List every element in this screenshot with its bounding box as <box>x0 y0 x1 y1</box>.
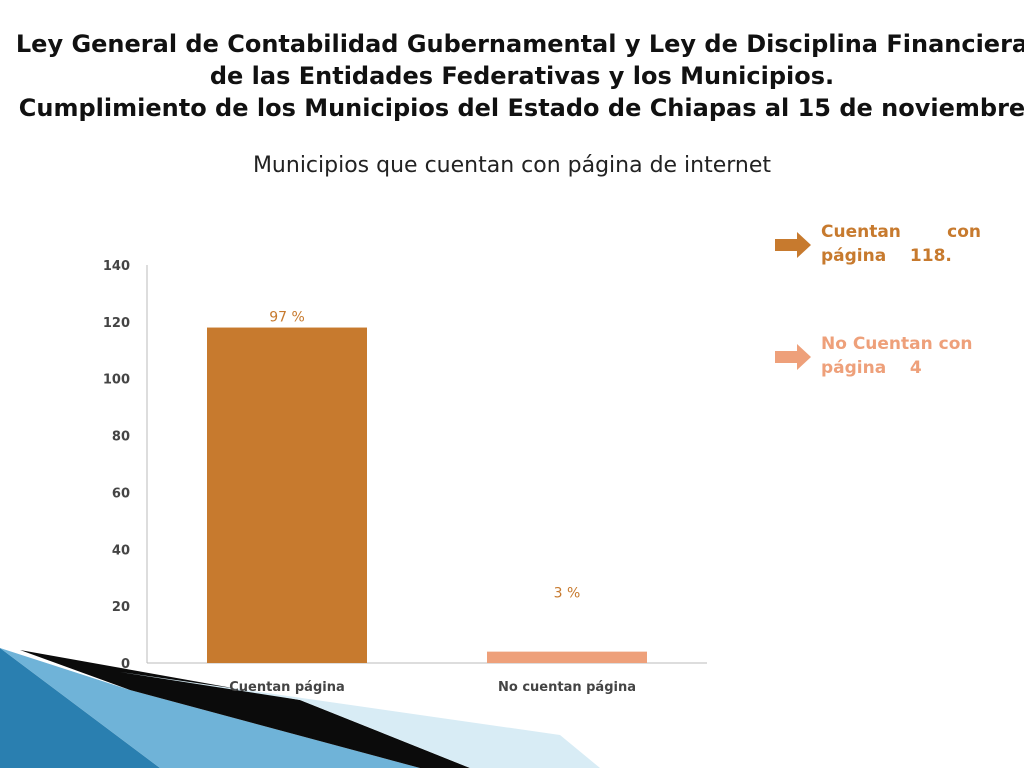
data-label: 3 % <box>554 586 581 602</box>
y-tick-label: 80 <box>112 430 130 445</box>
right-arrow-icon <box>775 232 811 258</box>
legend-item-cuentan: Cuentan con página 118. <box>775 220 981 280</box>
y-tick-label: 20 <box>112 600 130 615</box>
legend-text: página <box>821 246 887 266</box>
legend-value: 4 <box>909 358 922 378</box>
chart-subtitle: Municipios que cuentan con página de int… <box>252 153 772 178</box>
title-line-1: Ley General de Contabilidad Gubernamenta… <box>15 30 1024 58</box>
legend-value: 118. <box>909 246 952 266</box>
page-title: Ley General de Contabilidad Gubernamenta… <box>0 28 1024 124</box>
x-tick-label: No cuentan página <box>498 680 636 695</box>
y-tick-label: 0 <box>121 657 130 672</box>
y-tick-label: 140 <box>103 259 130 274</box>
bar <box>487 651 647 663</box>
legend-text: No Cuentan con <box>821 334 973 354</box>
y-tick-label: 120 <box>103 316 130 331</box>
y-tick-label: 40 <box>112 543 130 558</box>
y-tick-label: 60 <box>112 486 130 501</box>
legend-text: Cuentan <box>821 222 901 242</box>
legend-item-no-cuentan: No Cuentan con página 4 <box>775 332 980 392</box>
legend-text: página <box>821 358 887 378</box>
legend-text: con <box>947 222 981 242</box>
x-tick-label: Cuentan página <box>229 680 345 695</box>
bar <box>207 327 367 663</box>
title-line-2: de las Entidades Federativas y los Munic… <box>209 62 835 90</box>
y-tick-label: 100 <box>103 373 130 388</box>
title-line-3: Cumplimiento de los Municipios del Estad… <box>18 94 1024 122</box>
legend-label-cuentan: Cuentan con página 118. <box>821 220 981 268</box>
data-label: 97 % <box>269 310 305 326</box>
right-arrow-icon <box>775 344 811 370</box>
legend-label-no-cuentan: No Cuentan con página 4 <box>821 332 981 380</box>
